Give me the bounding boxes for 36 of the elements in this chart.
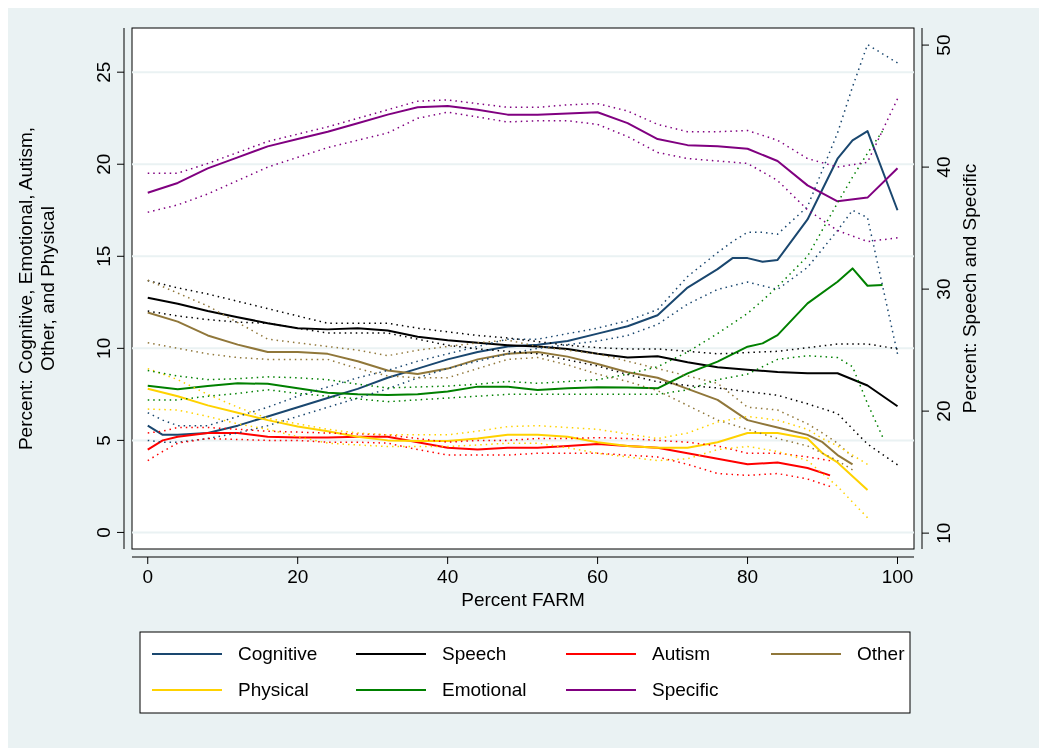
legend-label: Cognitive	[238, 643, 318, 664]
y2-tick-label: 10	[933, 522, 954, 544]
line-series	[146, 105, 899, 203]
line-series	[147, 354, 884, 438]
y-tick-label: 5	[93, 435, 114, 446]
line-series	[147, 111, 899, 243]
line-series	[147, 98, 899, 174]
y-axis-title: Percent: Cognitive, Emotional, Autism, Other, and Physical	[15, 126, 58, 451]
x-tick-label: 20	[287, 566, 309, 587]
x-tick-label: 0	[142, 566, 154, 587]
y-tick-label: 25	[93, 61, 114, 83]
x-tick-label: 100	[881, 566, 914, 587]
y2-tick-label: 40	[933, 156, 954, 178]
legend-label: Speech	[442, 643, 507, 664]
y-tick-label: 10	[93, 337, 114, 359]
x-tick-label: 80	[736, 566, 759, 587]
y-tick-label: 20	[93, 153, 114, 175]
line-series	[147, 43, 899, 427]
y-tick-label: 15	[93, 245, 114, 267]
y2-tick-label: 20	[933, 400, 954, 422]
line-series	[147, 342, 854, 471]
x-tick-label: 60	[587, 566, 609, 587]
legend-label: Autism	[652, 643, 711, 664]
legend-label: Other	[857, 643, 906, 664]
line-series	[147, 279, 899, 355]
y2-tick-label: 50	[933, 34, 954, 56]
legend-label: Specific	[652, 679, 719, 700]
x-tick-label: 40	[437, 566, 459, 587]
y-tick-label: 0	[93, 527, 114, 538]
y2-tick-label: 30	[933, 278, 954, 300]
legend-label: Emotional	[442, 679, 527, 700]
line-series	[147, 408, 869, 519]
x-axis-title: Percent FARM	[461, 589, 585, 610]
line-series	[147, 279, 854, 458]
y2-axis-title: Percent: Speech and Specific	[959, 163, 980, 414]
legend-label: Physical	[238, 679, 309, 700]
